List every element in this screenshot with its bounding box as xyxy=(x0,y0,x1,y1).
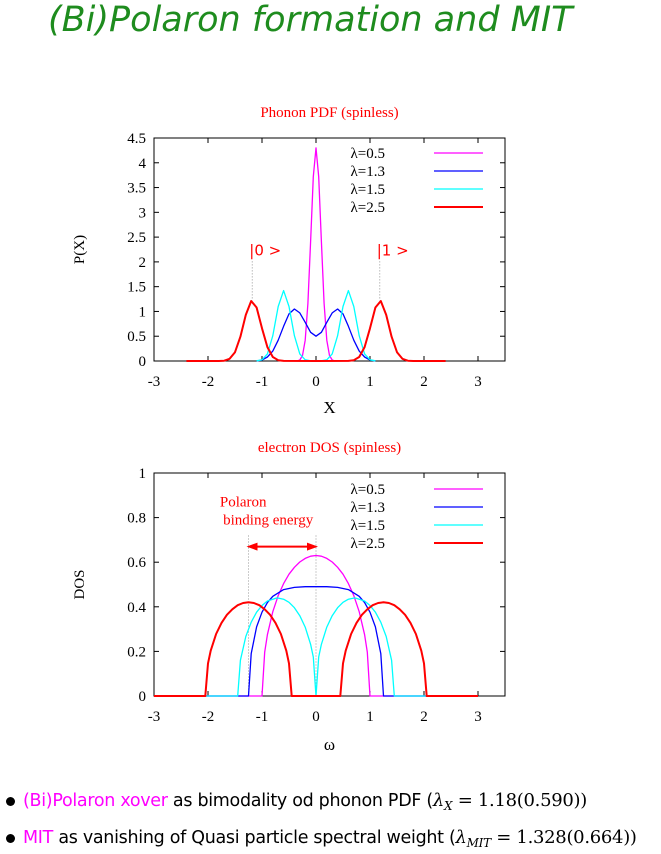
chart2-annotation-label: Polaron xyxy=(220,494,267,510)
chart2-x-tick-label: 0 xyxy=(312,709,320,725)
chart1-x-tick-label: -1 xyxy=(256,374,269,390)
chart1-y-tick-label: 0.5 xyxy=(127,329,146,345)
chart2-y-tick-label: 0.2 xyxy=(127,644,146,660)
chart1-x-tick-label: -2 xyxy=(202,374,215,390)
lambda-symbol: λ xyxy=(455,827,467,848)
chart2-x-axis-label: ω xyxy=(324,735,335,754)
chart1-y-tick-label: 1.5 xyxy=(127,280,146,296)
lambda-value: = 1.328(0.664)) xyxy=(490,827,637,848)
lambda-subscript: X xyxy=(444,799,453,813)
chart1-legend-label: λ=2.5 xyxy=(351,200,385,216)
chart2-arrow-head-left xyxy=(246,542,258,551)
chart1-annotation-label: |1 > xyxy=(377,241,409,259)
chart2-legend-label: λ=0.5 xyxy=(351,482,385,498)
chart2-x-tick-label: -2 xyxy=(202,709,215,725)
chart2-x-tick-label: -1 xyxy=(256,709,269,725)
chart1-y-tick-label: 3.5 xyxy=(127,181,146,197)
bullet-dot xyxy=(6,833,15,843)
chart2-series-line-4 xyxy=(154,601,478,697)
chart2-y-axis-label: DOS xyxy=(72,569,88,599)
chart1-legend-label: λ=1.5 xyxy=(351,182,385,198)
chart1-series-line-2 xyxy=(256,308,376,362)
chart2-x-tick-label: 1 xyxy=(366,709,374,725)
bullet-highlight: MIT xyxy=(23,828,54,848)
chart1-y-tick-label: 0 xyxy=(139,354,147,370)
chart2-annotation-label-line2: binding energy xyxy=(223,512,314,528)
chart1-y-axis-label: P(X) xyxy=(72,235,88,264)
chart1-x-tick-label: 3 xyxy=(474,374,482,390)
bullet-mit: MIT as vanishing of Quasi particle spect… xyxy=(6,827,637,850)
chart2-x-tick-label: 2 xyxy=(420,709,428,725)
chart1-series-line-4 xyxy=(186,300,446,362)
chart2-series-line-1 xyxy=(154,554,478,697)
chart2-y-tick-label: 0.8 xyxy=(127,511,146,527)
chart1-series-line-1 xyxy=(296,147,336,362)
chart1-annotation-label: |0 > xyxy=(249,241,281,259)
chart1-y-tick-label: 1 xyxy=(139,304,147,320)
chart2-title: electron DOS (spinless) xyxy=(258,440,401,456)
bullet-text: as vanishing of Quasi particle spectral … xyxy=(53,828,456,848)
chart2-x-tick-label: 3 xyxy=(474,709,482,725)
chart1-x-tick-label: 2 xyxy=(420,374,428,390)
chart2-legend-label: λ=2.5 xyxy=(351,536,385,552)
chart2-legend-label: λ=1.3 xyxy=(351,500,385,516)
chart1-legend-label: λ=0.5 xyxy=(351,146,385,162)
chart1-legend-label: λ=1.3 xyxy=(351,164,385,180)
chart1-x-tick-label: 0 xyxy=(312,374,320,390)
bullet-highlight: (Bi)Polaron xover xyxy=(23,791,168,811)
lambda-subscript: MIT xyxy=(466,836,491,850)
chart1-series-line-3 xyxy=(256,289,376,362)
lambda-value: = 1.18(0.590)) xyxy=(452,790,588,811)
bullet-dot xyxy=(6,796,15,806)
chart1-y-tick-label: 3 xyxy=(139,205,147,221)
chart1-x-tick-label: -3 xyxy=(148,374,161,390)
chart1-y-tick-label: 2 xyxy=(139,255,147,271)
chart2-arrow-head-right xyxy=(307,542,318,551)
chart2-x-tick-label: -3 xyxy=(148,709,161,725)
chart2-y-tick-label: 1 xyxy=(139,466,147,482)
chart1-y-tick-label: 4.5 xyxy=(127,131,146,147)
chart1-y-tick-label: 4 xyxy=(139,156,147,172)
chart2-y-tick-label: 0 xyxy=(139,689,147,705)
chart1-y-tick-label: 2.5 xyxy=(127,230,146,246)
chart2-series-line-2 xyxy=(154,586,478,697)
chart2-legend-label: λ=1.5 xyxy=(351,518,385,534)
chart1-title: Phonon PDF (spinless) xyxy=(260,105,398,121)
chart2-y-tick-label: 0.4 xyxy=(127,600,146,616)
bullet-text: as bimodality od phonon PDF ( xyxy=(167,791,433,811)
chart1-x-tick-label: 1 xyxy=(366,374,374,390)
lambda-symbol: λ xyxy=(432,790,445,811)
chart2-y-tick-label: 0.6 xyxy=(127,555,146,571)
bullet-math: λX = 1.18(0.590)) xyxy=(432,790,588,813)
bullet-polaron-xover: (Bi)Polaron xover as bimodality od phono… xyxy=(6,790,587,813)
slide-title: (Bi)Polaron formation and MIT xyxy=(48,0,573,40)
chart1-x-axis-label: X xyxy=(323,398,335,417)
bullet-math: λMIT = 1.328(0.664)) xyxy=(455,827,637,850)
